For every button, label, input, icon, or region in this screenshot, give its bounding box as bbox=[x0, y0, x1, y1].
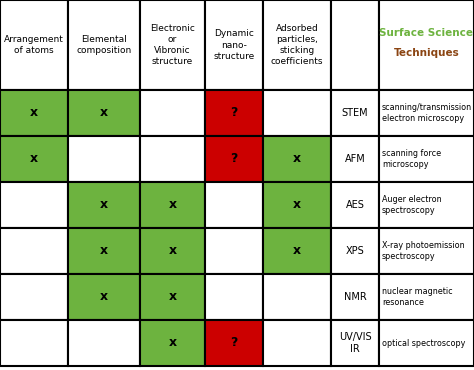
Bar bbox=[331, 136, 379, 182]
Text: scanning/transmission
electron microscopy: scanning/transmission electron microscop… bbox=[382, 103, 472, 123]
Bar bbox=[0, 274, 68, 320]
Bar bbox=[68, 136, 140, 182]
Bar bbox=[68, 228, 140, 274]
Text: Arrangement
of atoms: Arrangement of atoms bbox=[4, 35, 64, 55]
Text: x: x bbox=[293, 152, 301, 165]
Bar bbox=[0, 90, 68, 136]
Bar bbox=[263, 228, 331, 274]
Bar bbox=[68, 0, 140, 90]
Text: Surface Science: Surface Science bbox=[380, 28, 474, 38]
Bar bbox=[205, 90, 263, 136]
Bar bbox=[140, 136, 205, 182]
Bar bbox=[331, 320, 379, 366]
Text: x: x bbox=[168, 336, 176, 350]
Text: Electronic
or
Vibronic
structure: Electronic or Vibronic structure bbox=[150, 24, 195, 66]
Text: nuclear magnetic
resonance: nuclear magnetic resonance bbox=[382, 287, 453, 307]
Text: Techniques: Techniques bbox=[393, 48, 459, 58]
Bar bbox=[0, 0, 68, 90]
Bar bbox=[263, 90, 331, 136]
Bar bbox=[331, 0, 379, 90]
Bar bbox=[0, 228, 68, 274]
Text: x: x bbox=[293, 198, 301, 212]
Bar bbox=[263, 320, 331, 366]
Bar bbox=[140, 182, 205, 228]
Bar bbox=[331, 182, 379, 228]
Text: x: x bbox=[100, 245, 108, 258]
Bar bbox=[140, 0, 205, 90]
Bar bbox=[379, 320, 474, 366]
Bar bbox=[263, 182, 331, 228]
Bar bbox=[68, 182, 140, 228]
Text: UV/VIS
IR: UV/VIS IR bbox=[339, 332, 371, 354]
Text: STEM: STEM bbox=[342, 108, 368, 118]
Bar bbox=[263, 0, 331, 90]
Bar bbox=[205, 136, 263, 182]
Bar bbox=[379, 274, 474, 320]
Bar bbox=[331, 228, 379, 274]
Text: x: x bbox=[168, 198, 176, 212]
Bar bbox=[205, 320, 263, 366]
Bar bbox=[0, 182, 68, 228]
Bar bbox=[68, 320, 140, 366]
Text: x: x bbox=[293, 245, 301, 258]
Bar bbox=[205, 0, 263, 90]
Text: X-ray photoemission
spectroscopy: X-ray photoemission spectroscopy bbox=[382, 241, 465, 261]
Bar bbox=[205, 274, 263, 320]
Text: x: x bbox=[168, 290, 176, 303]
Text: Dynamic
nano-
structure: Dynamic nano- structure bbox=[213, 29, 255, 61]
Text: Adsorbed
particles,
sticking
coefficients: Adsorbed particles, sticking coefficient… bbox=[271, 24, 323, 66]
Bar bbox=[379, 0, 474, 90]
Bar bbox=[0, 136, 68, 182]
Bar bbox=[140, 90, 205, 136]
Bar bbox=[379, 90, 474, 136]
Text: x: x bbox=[168, 245, 176, 258]
Text: NMR: NMR bbox=[344, 292, 366, 302]
Bar bbox=[205, 228, 263, 274]
Text: ?: ? bbox=[230, 336, 237, 350]
Text: optical spectroscopy: optical spectroscopy bbox=[382, 339, 465, 347]
Text: Auger electron
spectroscopy: Auger electron spectroscopy bbox=[382, 195, 442, 215]
Text: scanning force
microscopy: scanning force microscopy bbox=[382, 149, 441, 169]
Bar bbox=[379, 136, 474, 182]
Text: x: x bbox=[30, 152, 38, 165]
Bar bbox=[205, 182, 263, 228]
Text: AFM: AFM bbox=[345, 154, 365, 164]
Bar bbox=[68, 274, 140, 320]
Text: AES: AES bbox=[346, 200, 365, 210]
Text: x: x bbox=[30, 107, 38, 120]
Bar bbox=[379, 228, 474, 274]
Text: x: x bbox=[100, 290, 108, 303]
Bar bbox=[140, 320, 205, 366]
Text: Elemental
composition: Elemental composition bbox=[76, 35, 132, 55]
Bar bbox=[263, 136, 331, 182]
Bar bbox=[140, 274, 205, 320]
Text: x: x bbox=[100, 198, 108, 212]
Bar bbox=[379, 182, 474, 228]
Bar bbox=[140, 228, 205, 274]
Text: ?: ? bbox=[230, 152, 237, 165]
Bar bbox=[331, 90, 379, 136]
Bar bbox=[0, 320, 68, 366]
Text: XPS: XPS bbox=[346, 246, 365, 256]
Bar bbox=[263, 274, 331, 320]
Text: ?: ? bbox=[230, 107, 237, 120]
Bar bbox=[68, 90, 140, 136]
Bar bbox=[331, 274, 379, 320]
Text: x: x bbox=[100, 107, 108, 120]
